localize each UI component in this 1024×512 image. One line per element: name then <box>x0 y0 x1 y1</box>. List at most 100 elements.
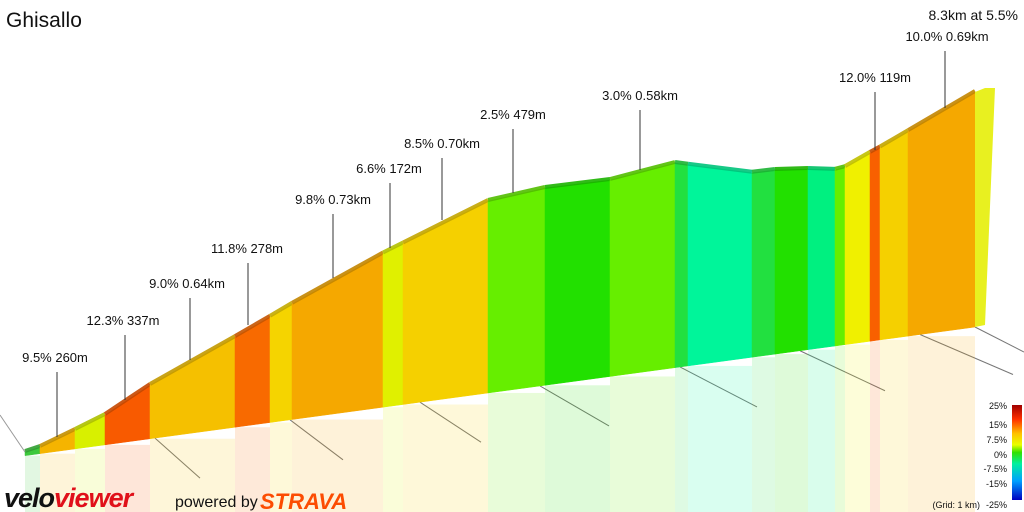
callout-label: 12.0% 119m <box>839 70 911 85</box>
reflection <box>835 346 845 512</box>
segment-top <box>774 166 809 171</box>
segment-top <box>382 240 404 255</box>
segment-top <box>487 185 546 202</box>
legend-label: -15% <box>986 479 1007 489</box>
reflection <box>75 448 105 512</box>
grid-note: (Grid: 1 km) <box>932 500 980 510</box>
profile <box>24 88 995 456</box>
grid-line <box>799 350 886 392</box>
callout-label: 12.3% 337m <box>87 313 160 328</box>
segment <box>382 243 404 408</box>
segment-top <box>39 427 76 448</box>
grid-line <box>419 401 482 443</box>
reflection <box>870 341 880 512</box>
segment <box>879 130 909 341</box>
strava: STRAVA <box>260 489 347 512</box>
legend-label: 25% <box>989 401 1007 411</box>
callout-label: 2.5% 479m <box>480 107 546 122</box>
reflection <box>610 376 675 512</box>
segment <box>609 162 676 377</box>
reflection <box>383 407 403 512</box>
summary: 8.3km at 5.5% <box>929 7 1019 23</box>
callout-label: 8.5% 0.70km <box>404 136 480 151</box>
segment <box>149 336 236 440</box>
reflection <box>775 354 808 512</box>
logo-viewer: viewer <box>54 483 135 512</box>
reflection <box>25 455 40 512</box>
segment-top <box>149 334 236 386</box>
callout-label: 9.5% 260m <box>22 350 88 365</box>
callout-label: 3.0% 0.58km <box>602 88 678 103</box>
segment-top <box>74 412 106 431</box>
grid-line <box>289 419 344 461</box>
legend-label: -7.5% <box>983 464 1007 474</box>
segment-top <box>844 150 871 168</box>
reflection <box>880 339 908 512</box>
segment-top <box>878 128 910 149</box>
reflection <box>752 357 775 512</box>
annotations: 9.5% 260m 12.3% 337m 9.0% 0.64km 11.8% 278m… <box>22 29 989 437</box>
reflection <box>488 392 545 512</box>
segment-top <box>268 301 294 318</box>
reflection <box>150 438 235 512</box>
callout-label: 9.8% 0.73km <box>295 192 371 207</box>
segment-top <box>24 444 41 453</box>
reflection <box>675 367 688 512</box>
segment <box>869 147 881 342</box>
logo-velo: velo <box>4 483 55 512</box>
end-face <box>975 88 995 327</box>
segment-top <box>544 177 611 189</box>
segment-top <box>906 89 977 132</box>
segment-top <box>807 166 836 171</box>
reflection <box>270 422 292 512</box>
callout-label: 10.0% 0.69km <box>905 29 988 44</box>
legend-label: 7.5% <box>986 435 1007 445</box>
reflection <box>292 419 383 512</box>
segment <box>674 162 689 368</box>
grid-line <box>539 385 610 427</box>
ground-edge <box>0 414 26 453</box>
segment <box>834 166 846 347</box>
reflection <box>105 444 150 512</box>
segment <box>487 187 546 394</box>
reflection <box>40 453 75 512</box>
segment-top <box>233 314 272 338</box>
segment-top <box>751 167 776 174</box>
callout-label: 6.6% 172m <box>356 161 422 176</box>
segment-top <box>687 161 753 174</box>
reflection <box>235 427 270 512</box>
reflection <box>688 365 752 512</box>
grid-line <box>974 326 1024 353</box>
reflection <box>908 336 975 512</box>
segment-top <box>834 164 846 171</box>
callout-label: 11.8% 278m <box>211 241 283 256</box>
segment <box>807 168 836 350</box>
reflection <box>545 385 610 512</box>
legend-bar <box>1012 405 1022 500</box>
segment <box>104 384 151 446</box>
title: Ghisallo <box>6 9 82 32</box>
segment <box>269 303 293 423</box>
segment <box>751 169 776 358</box>
grid-line <box>154 437 201 479</box>
grid-line <box>679 366 758 408</box>
segment <box>907 91 976 337</box>
segment <box>774 168 809 355</box>
reflection <box>403 404 488 512</box>
segment <box>844 152 871 345</box>
segment-top <box>103 382 152 416</box>
legend-label: 0% <box>994 450 1007 460</box>
grid-line <box>919 334 1014 375</box>
segment <box>402 200 489 405</box>
legend-label: -25% <box>986 500 1007 510</box>
segment-top <box>674 160 689 166</box>
segment <box>544 179 611 386</box>
powered-by: powered by <box>175 494 258 511</box>
segment-top <box>291 250 384 305</box>
segment <box>687 164 753 367</box>
logo: veloviewer <box>4 483 135 512</box>
reflection <box>845 344 870 512</box>
legend-label: 15% <box>989 420 1007 430</box>
